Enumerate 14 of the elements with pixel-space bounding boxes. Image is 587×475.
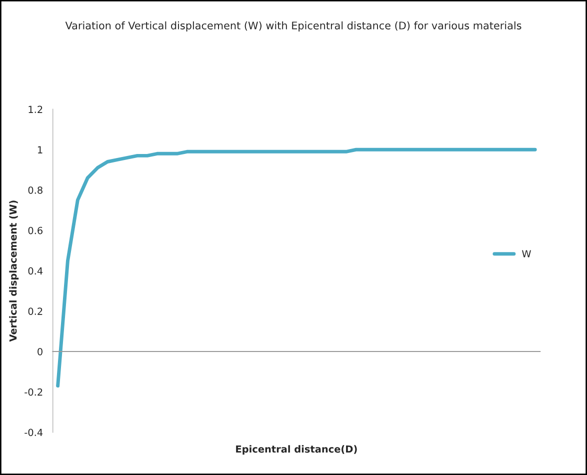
y-tick-label: 0.8	[28, 186, 42, 194]
y-tick-label: -0.2	[24, 388, 42, 396]
y-axis-title: Vertical displacement (W)	[9, 200, 19, 342]
legend-label: W	[522, 250, 531, 258]
chart-title: Variation of Vertical displacement (W) with Epicentral distance (D) for various materials	[65, 21, 522, 32]
y-tick-label: -0.4	[24, 428, 43, 436]
y-tick-label: 1.2	[28, 106, 42, 113]
y-tick-label: 0.2	[28, 308, 42, 315]
y-tick-label: 1	[38, 146, 42, 154]
line-series	[56, 148, 537, 388]
y-tick-label: 0.4	[28, 267, 43, 275]
x-axis-title: Epicentral distance(D)	[236, 445, 357, 455]
y-tick-label: 0.6	[28, 226, 42, 234]
y-tick-label: 0	[38, 348, 42, 356]
